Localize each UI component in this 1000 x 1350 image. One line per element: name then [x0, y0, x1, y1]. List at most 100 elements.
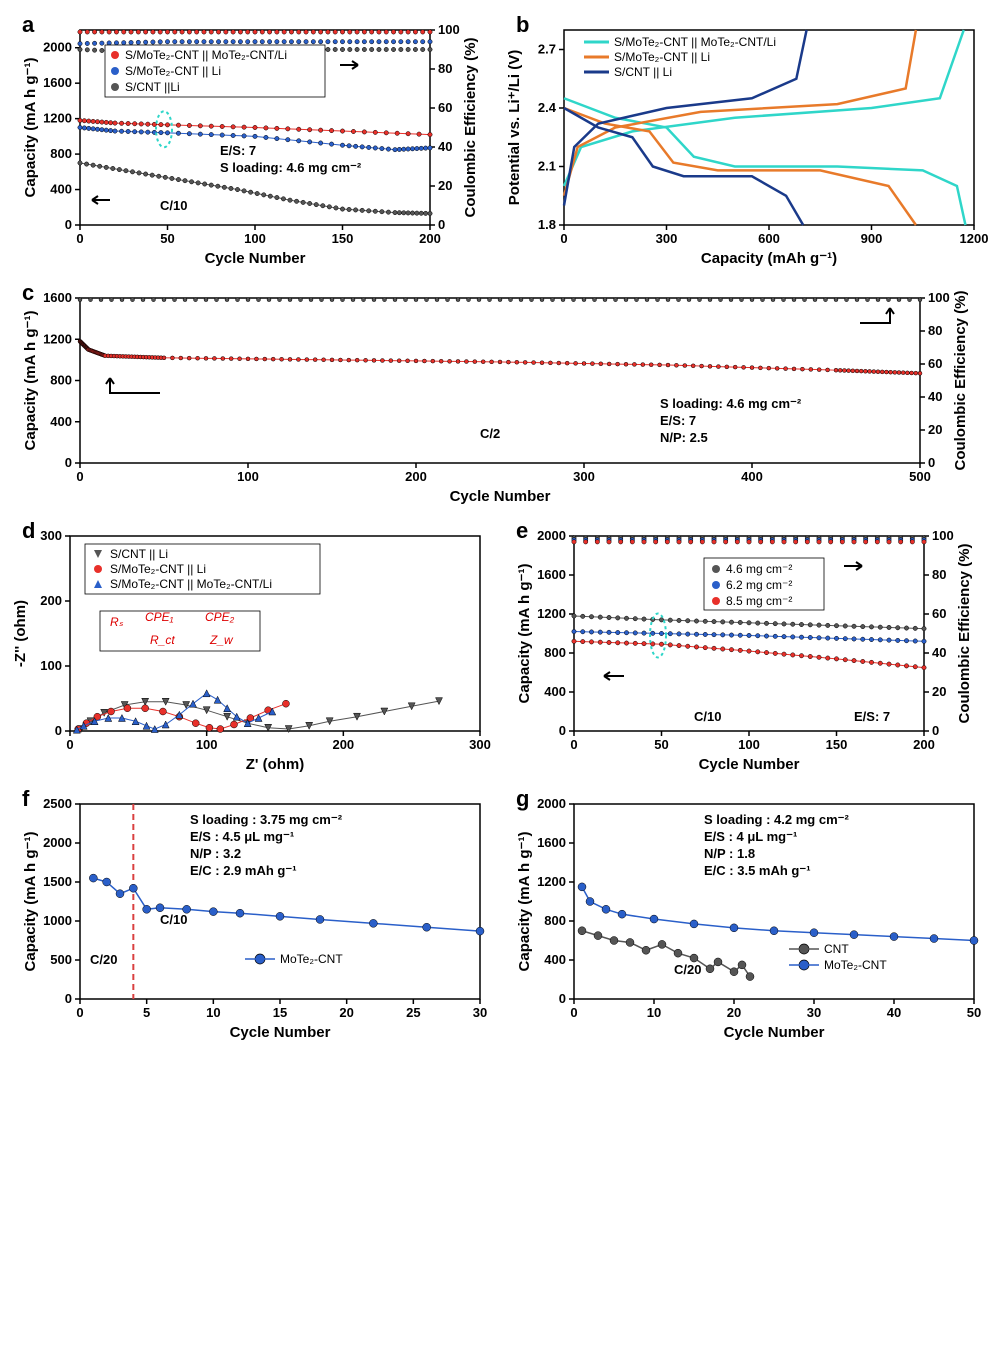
svg-text:200: 200 — [40, 593, 62, 608]
svg-text:80: 80 — [932, 567, 946, 582]
svg-text:2000: 2000 — [43, 835, 72, 850]
svg-text:C/10: C/10 — [694, 709, 721, 724]
svg-text:800: 800 — [544, 645, 566, 660]
svg-text:Cycle Number: Cycle Number — [230, 1024, 331, 1041]
svg-text:5: 5 — [143, 1005, 150, 1020]
svg-text:40: 40 — [438, 139, 452, 154]
svg-text:MoTe₂-CNT: MoTe₂-CNT — [824, 958, 887, 972]
svg-text:2000: 2000 — [537, 528, 566, 543]
svg-text:1200: 1200 — [43, 111, 72, 126]
svg-text:E/S: 7: E/S: 7 — [220, 143, 256, 158]
svg-text:Capacity (mA h g⁻¹): Capacity (mA h g⁻¹) — [22, 311, 39, 451]
svg-text:2.1: 2.1 — [538, 159, 556, 174]
svg-text:S loading : 3.75 mg cm⁻²: S loading : 3.75 mg cm⁻² — [190, 812, 343, 827]
svg-text:e: e — [516, 518, 528, 543]
svg-text:800: 800 — [50, 373, 72, 388]
svg-text:1.8: 1.8 — [538, 217, 556, 232]
svg-text:a: a — [22, 12, 35, 37]
svg-text:100: 100 — [244, 231, 266, 246]
svg-text:150: 150 — [332, 231, 354, 246]
svg-text:S/CNT || Li: S/CNT || Li — [614, 65, 672, 79]
svg-text:S/MoTe₂-CNT || MoTe₂-CNT/Li: S/MoTe₂-CNT || MoTe₂-CNT/Li — [110, 577, 272, 591]
svg-text:60: 60 — [932, 606, 946, 621]
svg-text:50: 50 — [967, 1005, 981, 1020]
svg-text:200: 200 — [405, 469, 427, 484]
svg-text:E/S: 7: E/S: 7 — [854, 709, 890, 724]
svg-text:N/P : 3.2: N/P : 3.2 — [190, 846, 241, 861]
svg-text:CPE₁: CPE₁ — [145, 610, 174, 624]
svg-text:0: 0 — [928, 455, 935, 470]
svg-text:100: 100 — [738, 737, 760, 752]
svg-text:1200: 1200 — [537, 606, 566, 621]
svg-text:80: 80 — [928, 323, 942, 338]
panel-a: a050100150200040080012001600200002040608… — [10, 10, 496, 270]
svg-text:20: 20 — [932, 684, 946, 699]
svg-text:Rₛ: Rₛ — [110, 615, 124, 629]
svg-text:Z_w: Z_w — [209, 633, 234, 647]
svg-text:CNT: CNT — [824, 942, 849, 956]
svg-text:2000: 2000 — [43, 40, 72, 55]
svg-text:100: 100 — [237, 469, 259, 484]
svg-text:400: 400 — [50, 182, 72, 197]
svg-text:C/20: C/20 — [90, 952, 117, 967]
panel-d: d01002003000100200300Z' (ohm)-Z'' (ohm)S… — [10, 516, 496, 776]
svg-text:1600: 1600 — [537, 835, 566, 850]
svg-text:CPE₂: CPE₂ — [205, 610, 235, 624]
svg-text:15: 15 — [273, 1005, 287, 1020]
svg-text:0: 0 — [560, 231, 567, 246]
svg-text:900: 900 — [861, 231, 883, 246]
svg-text:100: 100 — [928, 290, 950, 305]
svg-text:10: 10 — [206, 1005, 220, 1020]
svg-text:50: 50 — [160, 231, 174, 246]
svg-text:g: g — [516, 786, 529, 811]
svg-text:d: d — [22, 518, 35, 543]
svg-text:20: 20 — [928, 422, 942, 437]
svg-text:2500: 2500 — [43, 796, 72, 811]
svg-text:Coulombic Efficiency (%): Coulombic Efficiency (%) — [956, 543, 973, 723]
svg-text:150: 150 — [826, 737, 848, 752]
svg-text:Capacity (mA h g⁻¹): Capacity (mA h g⁻¹) — [516, 832, 533, 972]
svg-text:1000: 1000 — [43, 913, 72, 928]
svg-text:S/MoTe₂-CNT || Li: S/MoTe₂-CNT || Li — [110, 562, 206, 576]
svg-text:200: 200 — [419, 231, 441, 246]
svg-text:-Z'' (ohm): -Z'' (ohm) — [12, 600, 29, 667]
svg-text:0: 0 — [65, 455, 72, 470]
svg-text:0: 0 — [559, 991, 566, 1006]
svg-text:60: 60 — [928, 356, 942, 371]
svg-text:0: 0 — [65, 217, 72, 232]
svg-text:30: 30 — [473, 1005, 487, 1020]
svg-text:1600: 1600 — [43, 75, 72, 90]
svg-text:E/S : 4.5 μL mg⁻¹: E/S : 4.5 μL mg⁻¹ — [190, 829, 294, 844]
svg-text:200: 200 — [332, 737, 354, 752]
svg-text:1600: 1600 — [43, 290, 72, 305]
svg-text:50: 50 — [654, 737, 668, 752]
svg-text:100: 100 — [932, 528, 954, 543]
svg-text:1200: 1200 — [960, 231, 989, 246]
svg-text:20: 20 — [727, 1005, 741, 1020]
svg-text:25: 25 — [406, 1005, 420, 1020]
svg-text:100: 100 — [40, 658, 62, 673]
svg-text:500: 500 — [909, 469, 931, 484]
svg-text:N/P : 1.8: N/P : 1.8 — [704, 846, 755, 861]
svg-text:300: 300 — [469, 737, 491, 752]
svg-text:Coulombic Efficiency (%): Coulombic Efficiency (%) — [952, 290, 969, 470]
svg-text:1500: 1500 — [43, 874, 72, 889]
svg-text:0: 0 — [932, 723, 939, 738]
svg-text:400: 400 — [544, 952, 566, 967]
svg-text:Capacity (mA h g⁻¹): Capacity (mA h g⁻¹) — [516, 564, 533, 704]
svg-text:Capacity (mA h g⁻¹): Capacity (mA h g⁻¹) — [22, 832, 39, 972]
svg-text:300: 300 — [573, 469, 595, 484]
panel-f: f05101520253005001000150020002500Cycle N… — [10, 784, 496, 1044]
svg-text:Potential vs. Li⁺/Li (V): Potential vs. Li⁺/Li (V) — [506, 50, 523, 205]
svg-text:400: 400 — [544, 684, 566, 699]
svg-text:0: 0 — [66, 737, 73, 752]
svg-text:S/CNT || Li: S/CNT || Li — [110, 547, 168, 561]
svg-text:E/C : 3.5 mAh g⁻¹: E/C : 3.5 mAh g⁻¹ — [704, 863, 811, 878]
svg-text:1600: 1600 — [537, 567, 566, 582]
svg-text:20: 20 — [339, 1005, 353, 1020]
svg-text:Cycle Number: Cycle Number — [699, 756, 800, 773]
svg-text:b: b — [516, 12, 529, 37]
panel-c: c010020030040050004008001200160002040608… — [10, 278, 990, 508]
svg-text:40: 40 — [887, 1005, 901, 1020]
svg-text:S/MoTe₂-CNT || Li: S/MoTe₂-CNT || Li — [125, 64, 221, 78]
